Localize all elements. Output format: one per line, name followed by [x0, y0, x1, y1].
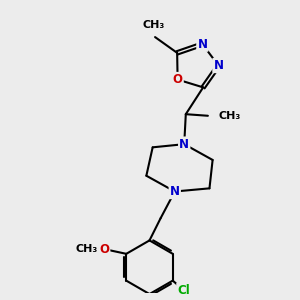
Text: N: N: [197, 38, 207, 51]
Text: N: N: [179, 138, 189, 151]
Text: N: N: [170, 185, 180, 198]
Text: CH₃: CH₃: [142, 20, 165, 30]
Text: N: N: [214, 59, 224, 72]
Text: CH₃: CH₃: [219, 111, 241, 121]
Text: CH₃: CH₃: [76, 244, 98, 254]
Text: O: O: [99, 243, 109, 256]
Text: Cl: Cl: [177, 284, 190, 297]
Text: O: O: [172, 73, 183, 86]
